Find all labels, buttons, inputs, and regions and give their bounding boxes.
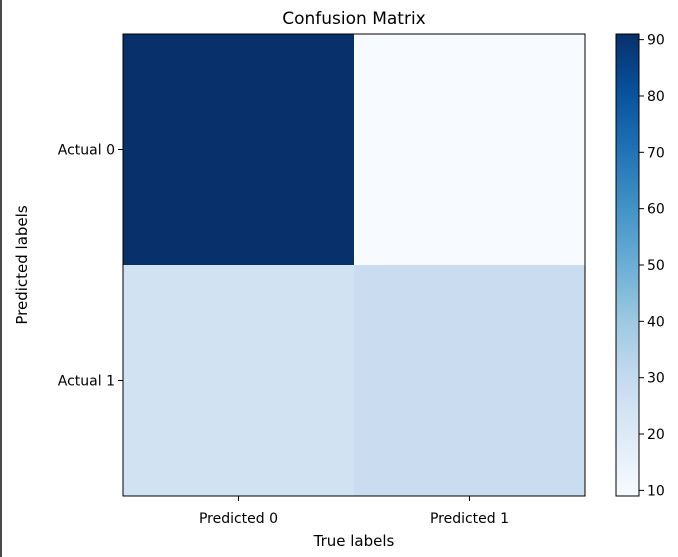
colorbar: [615, 33, 640, 497]
y-axis-label: Predicted labels: [13, 205, 31, 324]
colorbar-tick-label: 70: [647, 145, 665, 161]
colorbar-tick-label: 90: [647, 33, 665, 49]
x-axis-label: True labels: [313, 532, 395, 550]
heatmap-cell: [123, 34, 355, 266]
colorbar-ticks: 10 20 30 40 50 60 70 80 90: [639, 33, 665, 499]
colorbar-tick-label: 60: [647, 202, 665, 218]
heatmap-cells: [123, 34, 586, 497]
colorbar-tick-label: 80: [647, 89, 665, 105]
y-tick-label: Actual 0: [58, 143, 115, 159]
x-tick-label: Predicted 0: [199, 511, 278, 527]
x-axis-ticks: Predicted 0 Predicted 1: [199, 496, 509, 527]
y-axis-ticks: Actual 0 Actual 1: [58, 143, 123, 390]
heatmap-cell: [123, 265, 355, 497]
window-frame-edge: [0, 0, 2, 557]
colorbar-tick-label: 30: [647, 371, 665, 387]
colorbar-tick-label: 50: [647, 258, 665, 274]
x-tick-label: Predicted 1: [430, 511, 509, 527]
heatmap-cell: [354, 265, 586, 497]
y-tick-label: Actual 1: [58, 374, 115, 390]
colorbar-tick-label: 10: [647, 483, 665, 499]
colorbar-tick-label: 20: [647, 427, 665, 443]
chart-title: Confusion Matrix: [282, 9, 426, 29]
heatmap-cell: [354, 34, 586, 266]
plot-frame: [122, 33, 586, 497]
colorbar-tick-label: 40: [647, 314, 665, 330]
